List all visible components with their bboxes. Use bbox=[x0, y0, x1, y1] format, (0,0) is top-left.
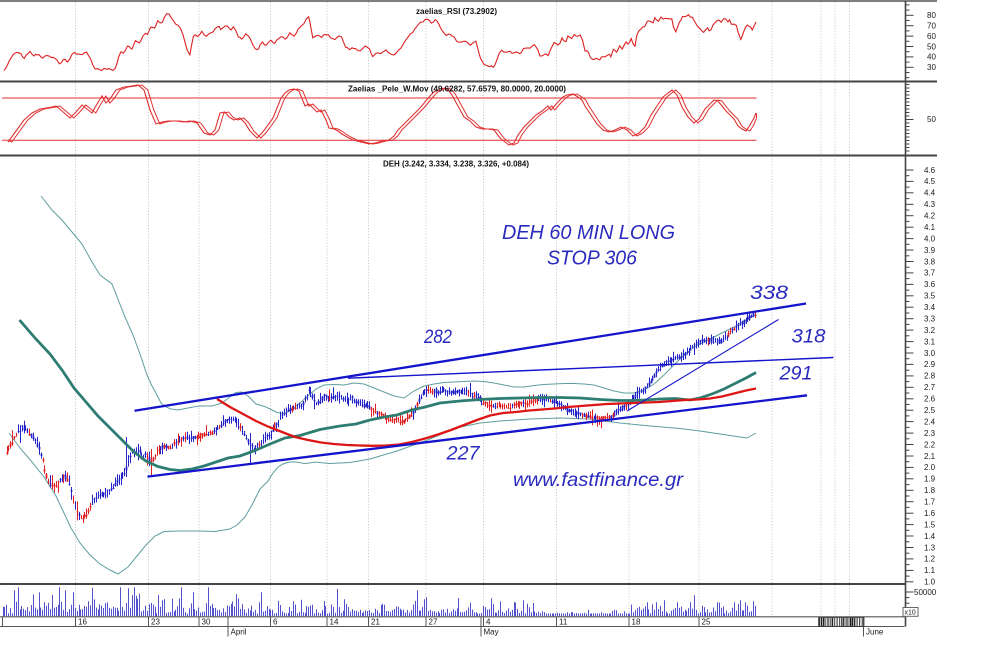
svg-text:3.1: 3.1 bbox=[924, 337, 936, 346]
svg-text:2.0: 2.0 bbox=[924, 463, 936, 472]
svg-text:14: 14 bbox=[330, 617, 339, 626]
svg-text:60: 60 bbox=[927, 32, 936, 41]
svg-text:1.0: 1.0 bbox=[924, 578, 936, 587]
svg-text:50: 50 bbox=[927, 42, 936, 51]
svg-text:2.9: 2.9 bbox=[924, 360, 936, 369]
svg-text:April: April bbox=[231, 627, 247, 636]
svg-text:4.2: 4.2 bbox=[924, 212, 936, 221]
svg-text:30: 30 bbox=[927, 63, 936, 72]
svg-text:STOP 306: STOP 306 bbox=[547, 248, 638, 270]
svg-text:3.5: 3.5 bbox=[924, 292, 936, 301]
svg-text:2.1: 2.1 bbox=[924, 452, 936, 461]
svg-text:11: 11 bbox=[559, 617, 568, 626]
svg-text:70: 70 bbox=[927, 22, 936, 31]
svg-text:16: 16 bbox=[78, 617, 87, 626]
svg-text:1.1: 1.1 bbox=[924, 566, 936, 575]
svg-text:www.fastfinance.gr: www.fastfinance.gr bbox=[513, 470, 684, 491]
svg-text:3.2: 3.2 bbox=[924, 326, 936, 335]
svg-text:21: 21 bbox=[371, 617, 380, 626]
svg-text:80: 80 bbox=[927, 11, 936, 20]
svg-text:6: 6 bbox=[273, 617, 278, 626]
svg-text:1.8: 1.8 bbox=[924, 486, 936, 495]
svg-text:40: 40 bbox=[927, 53, 936, 62]
svg-text:May: May bbox=[484, 627, 499, 636]
svg-text:18: 18 bbox=[632, 617, 641, 626]
svg-text:30: 30 bbox=[202, 617, 211, 626]
svg-text:4.0: 4.0 bbox=[924, 234, 936, 243]
svg-text:2.6: 2.6 bbox=[924, 395, 936, 404]
svg-text:1.7: 1.7 bbox=[924, 498, 936, 507]
svg-text:zaelias_RSI (73.2902): zaelias_RSI (73.2902) bbox=[416, 7, 497, 16]
svg-text:1.6: 1.6 bbox=[924, 509, 936, 518]
svg-text:1.3: 1.3 bbox=[924, 543, 936, 552]
svg-text:50: 50 bbox=[927, 115, 936, 124]
svg-text:338: 338 bbox=[750, 283, 789, 304]
svg-text:2.4: 2.4 bbox=[924, 417, 936, 426]
svg-text:3.6: 3.6 bbox=[924, 280, 936, 289]
svg-text:3.7: 3.7 bbox=[924, 269, 936, 278]
svg-text:1.4: 1.4 bbox=[924, 532, 936, 541]
svg-text:3.3: 3.3 bbox=[924, 315, 936, 324]
svg-text:27: 27 bbox=[429, 617, 438, 626]
svg-text:318: 318 bbox=[792, 327, 826, 348]
svg-text:3.0: 3.0 bbox=[924, 349, 936, 358]
svg-text:3.9: 3.9 bbox=[924, 246, 936, 255]
svg-text:291: 291 bbox=[778, 364, 812, 385]
svg-text:x10: x10 bbox=[905, 610, 916, 617]
svg-text:3.8: 3.8 bbox=[924, 257, 936, 266]
svg-text:4.4: 4.4 bbox=[924, 189, 936, 198]
svg-text:June: June bbox=[866, 627, 884, 636]
svg-text:4.3: 4.3 bbox=[924, 200, 936, 209]
svg-text:282: 282 bbox=[423, 327, 452, 348]
svg-text:1.2: 1.2 bbox=[924, 555, 936, 564]
svg-text:227: 227 bbox=[445, 444, 481, 465]
svg-text:4: 4 bbox=[486, 617, 491, 626]
svg-text:23: 23 bbox=[151, 617, 160, 626]
svg-text:4.1: 4.1 bbox=[924, 223, 936, 232]
svg-text:2.7: 2.7 bbox=[924, 383, 936, 392]
svg-text:DEH (3.242, 3.334, 3.238, 3.32: DEH (3.242, 3.334, 3.238, 3.326, +0.084) bbox=[383, 160, 529, 169]
svg-text:Zaelias _Pele_W.Mov (49.6282,: Zaelias _Pele_W.Mov (49.6282, 57.6579, 8… bbox=[348, 85, 566, 94]
svg-text:1.5: 1.5 bbox=[924, 520, 936, 529]
svg-text:1.9: 1.9 bbox=[924, 475, 936, 484]
svg-text:2.5: 2.5 bbox=[924, 406, 936, 415]
svg-text:2.2: 2.2 bbox=[924, 440, 936, 449]
svg-text:50000: 50000 bbox=[914, 588, 937, 597]
svg-text:3.4: 3.4 bbox=[924, 303, 936, 312]
svg-text:DEH 60 MIN LONG: DEH 60 MIN LONG bbox=[502, 222, 675, 244]
svg-text:25: 25 bbox=[702, 617, 711, 626]
svg-text:4.5: 4.5 bbox=[924, 177, 936, 186]
svg-text:2.8: 2.8 bbox=[924, 372, 936, 381]
svg-text:2.3: 2.3 bbox=[924, 429, 936, 438]
svg-text:4.6: 4.6 bbox=[924, 166, 936, 175]
